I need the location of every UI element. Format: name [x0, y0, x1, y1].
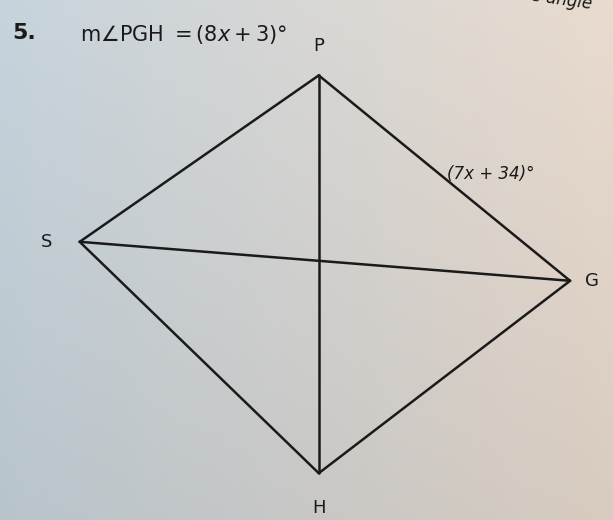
- Text: is a rhombus. Find the angle: is a rhombus. Find the angle: [356, 0, 593, 13]
- Text: (7x + 34)°: (7x + 34)°: [447, 165, 535, 183]
- Text: G: G: [585, 272, 600, 290]
- Text: 5.: 5.: [12, 23, 36, 43]
- Text: P: P: [313, 36, 324, 55]
- Text: H: H: [312, 499, 326, 517]
- Text: S: S: [40, 233, 52, 251]
- Text: m$\angle$PGH $= (8x + 3)°$: m$\angle$PGH $= (8x + 3)°$: [80, 23, 287, 46]
